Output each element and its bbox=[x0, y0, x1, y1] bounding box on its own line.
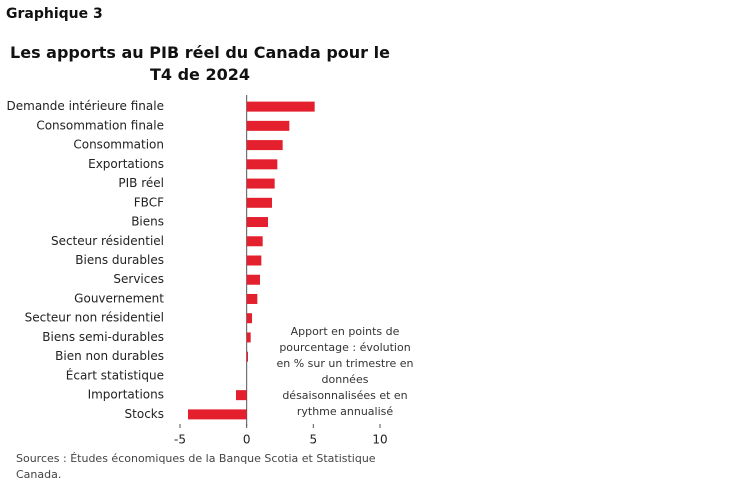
bar bbox=[188, 409, 247, 420]
y-tick-label: Importations bbox=[88, 388, 164, 402]
y-tick-label: Biens durables bbox=[75, 253, 164, 267]
y-tick-label: Consommation finale bbox=[36, 118, 164, 132]
chart-label: Graphique 3 bbox=[6, 6, 103, 22]
bar bbox=[246, 159, 278, 170]
bar bbox=[246, 293, 258, 304]
y-tick-label: Biens semi-durables bbox=[42, 330, 164, 344]
y-tick-label: Écart statistique bbox=[66, 367, 164, 382]
y-tick-label: Demande intérieure finale bbox=[7, 99, 164, 113]
y-tick-label: Consommation bbox=[73, 138, 164, 152]
bar bbox=[246, 332, 251, 343]
x-tick-label: 5 bbox=[310, 433, 318, 447]
bar bbox=[246, 255, 262, 266]
y-tick-label: PIB réel bbox=[118, 176, 164, 190]
y-tick-label: Biens bbox=[131, 215, 164, 229]
bar bbox=[246, 274, 260, 285]
chart-title: Les apports au PIB réel du Canada pour l… bbox=[10, 43, 390, 84]
bar bbox=[246, 101, 315, 112]
y-tick-label: Services bbox=[113, 272, 164, 286]
x-tick-label: 10 bbox=[372, 433, 387, 447]
source: Sources : Études économiques de la Banqu… bbox=[16, 452, 376, 481]
y-tick-label: Stocks bbox=[125, 407, 164, 421]
bar bbox=[236, 390, 247, 401]
y-tick-label: Secteur résidentiel bbox=[51, 234, 164, 248]
y-tick-label: Secteur non résidentiel bbox=[25, 311, 164, 325]
x-tick-label: 0 bbox=[243, 433, 251, 447]
y-tick-label: Bien non durables bbox=[55, 349, 164, 363]
bar bbox=[246, 236, 263, 247]
bar bbox=[246, 313, 252, 324]
x-tick-label: -5 bbox=[174, 433, 186, 447]
bar bbox=[246, 178, 275, 189]
bar bbox=[246, 120, 290, 131]
y-tick-label: Exportations bbox=[88, 157, 164, 171]
y-tick-label: FBCF bbox=[134, 195, 164, 209]
bar bbox=[246, 351, 248, 362]
bar bbox=[246, 140, 283, 151]
bar bbox=[246, 197, 272, 208]
bar bbox=[246, 217, 268, 228]
annotation: Apport en points de pourcentage : évolut… bbox=[276, 325, 414, 418]
y-tick-label: Gouvernement bbox=[74, 291, 164, 305]
